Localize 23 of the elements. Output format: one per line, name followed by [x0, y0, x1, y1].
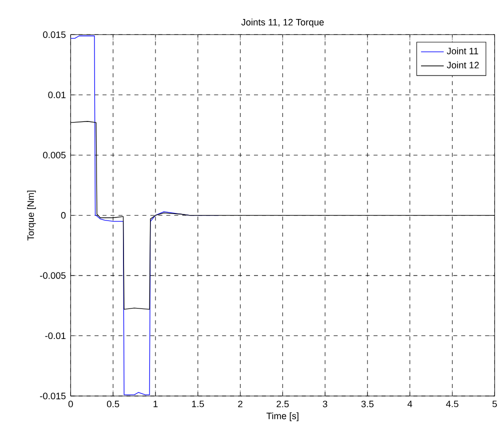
legend-label: Joint 12	[446, 62, 479, 68]
x-tick-label: 1	[154, 400, 158, 408]
y-tick-label: 0.015	[43, 31, 66, 38]
y-tick-label: 0	[61, 212, 66, 219]
y-tick-label: 0.005	[43, 152, 66, 158]
x-tick-label: 3.5	[361, 400, 374, 408]
y-tick-label: -0.005	[40, 272, 66, 279]
x-axis-title: Time [s]	[266, 412, 298, 422]
x-tick-label: 0.5	[106, 400, 120, 408]
x-tick-label: 0	[68, 400, 73, 408]
x-tick-label: 4.5	[446, 400, 458, 408]
x-tick-label: 1.5	[192, 400, 204, 408]
legend-label: Joint 11	[446, 47, 478, 54]
y-tick-label: 0.01	[48, 92, 66, 98]
x-tick-label: 3	[322, 400, 328, 408]
x-tick-label: 5	[492, 400, 497, 408]
chart-title: Joints 11, 12 Torque	[241, 18, 324, 28]
x-tick-label: 2.5	[276, 400, 289, 408]
y-tick-label: -0.015	[40, 392, 66, 400]
y-tick-label: -0.01	[45, 332, 66, 340]
x-tick-label: 4	[407, 400, 412, 408]
x-tick-label: 2	[238, 400, 242, 408]
y-axis-title: Torque [Nm]	[27, 190, 36, 240]
